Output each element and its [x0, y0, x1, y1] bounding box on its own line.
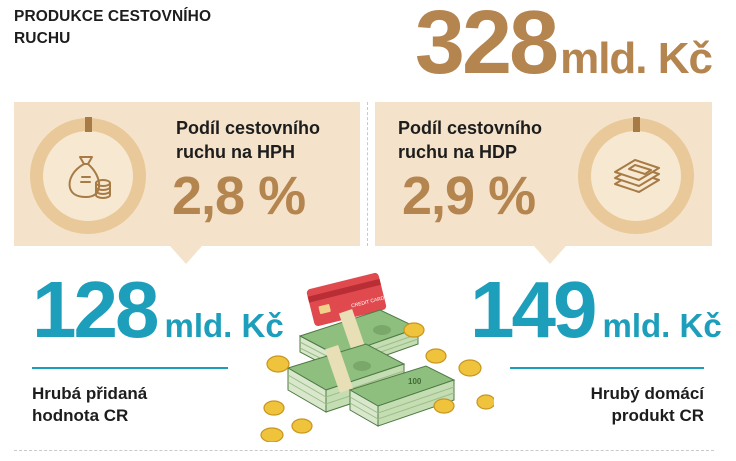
- total-production-value: 328mld. Kč: [414, 0, 713, 95]
- gdp-number: 149: [470, 265, 597, 354]
- gdp-underline: [510, 367, 704, 369]
- hph-ring: [30, 117, 146, 234]
- gross-value-added-value: 128 mld. Kč: [32, 264, 284, 356]
- money-bag-coins-icon: [68, 156, 111, 199]
- page-title-line-2: RUCHU: [14, 30, 71, 47]
- gdp-label: Hrubý domácí produkt CR: [590, 384, 704, 425]
- hdp-ring: [578, 117, 694, 234]
- gold-coins: [260, 322, 494, 442]
- page-title: PRODUKCE CESTOVNÍHO RUCHU: [14, 6, 274, 50]
- total-production-number: 328: [414, 0, 559, 93]
- panel-divider: [367, 102, 368, 246]
- bottom-divider: [14, 450, 714, 451]
- gva-underline: [32, 367, 228, 369]
- gva-number: 128: [32, 265, 159, 354]
- credit-card-icon: CREDIT CARD: [306, 272, 387, 327]
- banknote-value: 100: [408, 377, 422, 386]
- banknote-stack-icon: [614, 159, 660, 193]
- total-production-unit: mld. Kč: [560, 34, 713, 83]
- page-title-line-1: PRODUKCE CESTOVNÍHO: [14, 8, 212, 25]
- hph-share-label: Podíl cestovního ruchu na HPH: [176, 118, 321, 162]
- gva-label: Hrubá přidaná hodnota CR: [32, 384, 148, 425]
- hdp-panel-pointer: [534, 246, 566, 264]
- money-illustration: CREDIT CARD 100: [260, 272, 494, 442]
- gdp-unit: mld. Kč: [602, 307, 722, 344]
- banknote-stack-front-right: 100: [348, 365, 456, 427]
- hdp-share-value: 2,9 %: [402, 166, 536, 226]
- hph-panel-pointer: [170, 246, 202, 264]
- hdp-share-label: Podíl cestovního ruchu na HDP: [398, 118, 543, 162]
- gva-unit: mld. Kč: [164, 307, 284, 344]
- hph-share-value: 2,8 %: [172, 166, 306, 226]
- gross-domestic-product-value: 149 mld. Kč: [470, 264, 722, 356]
